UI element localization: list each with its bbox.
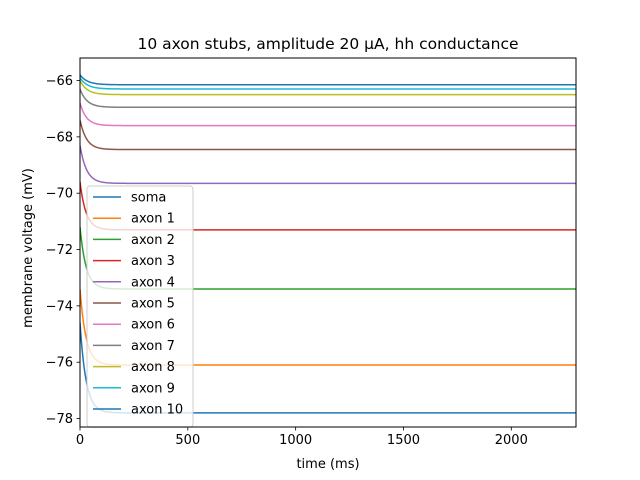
axes-frame: [79, 57, 577, 428]
y-axis-label: membrane voltage (mV): [21, 168, 36, 328]
y-axis: −78 −76 −74 −72 −70 −68 −66: [46, 74, 80, 427]
series-line-axon-4: [80, 145, 576, 185]
legend-label: axon 2: [131, 233, 175, 248]
series-line-soma: [80, 74, 576, 86]
y-tick-label: −74: [46, 299, 73, 314]
legend-label: axon 3: [131, 254, 175, 269]
series-line-axon-7: [80, 88, 576, 109]
legend-label: axon 4: [131, 275, 175, 290]
x-tick-label: 500: [175, 433, 200, 448]
y-tick-label: −76: [46, 356, 73, 371]
chart-title: 10 axon stubs, amplitude 20 μA, hh condu…: [137, 35, 518, 53]
y-tick-label: −70: [46, 187, 73, 202]
series-line-axon-5: [80, 119, 576, 151]
y-tick-label: −78: [46, 412, 73, 427]
y-tick-label: −72: [46, 243, 73, 258]
legend-label: axon 1: [131, 212, 175, 227]
legend-label: axon 6: [131, 318, 175, 333]
legend-label: axon 5: [131, 297, 175, 312]
legend-label: soma: [131, 191, 166, 206]
x-axis-label: time (ms): [296, 457, 359, 472]
legend-label: axon 7: [131, 339, 175, 354]
series-line-axon-9: [80, 77, 576, 90]
legend-label: axon 8: [131, 360, 175, 375]
x-axis: 0 500 1000 1500 2000: [76, 427, 528, 448]
x-tick-label: 0: [76, 433, 84, 448]
series-line-axon-8: [80, 80, 576, 96]
series-line-axon-6: [80, 102, 576, 127]
x-tick-label: 1000: [279, 433, 312, 448]
y-tick-label: −68: [46, 130, 73, 145]
legend-label: axon 10: [131, 403, 183, 418]
x-tick-label: 2000: [495, 433, 528, 448]
y-tick-label: −66: [46, 74, 73, 89]
x-tick-label: 1500: [387, 433, 420, 448]
legend-label: axon 9: [131, 381, 175, 396]
legend: soma axon 1 axon 2 axon 3 axon 4 axon 5 axon 6…: [86, 185, 194, 428]
